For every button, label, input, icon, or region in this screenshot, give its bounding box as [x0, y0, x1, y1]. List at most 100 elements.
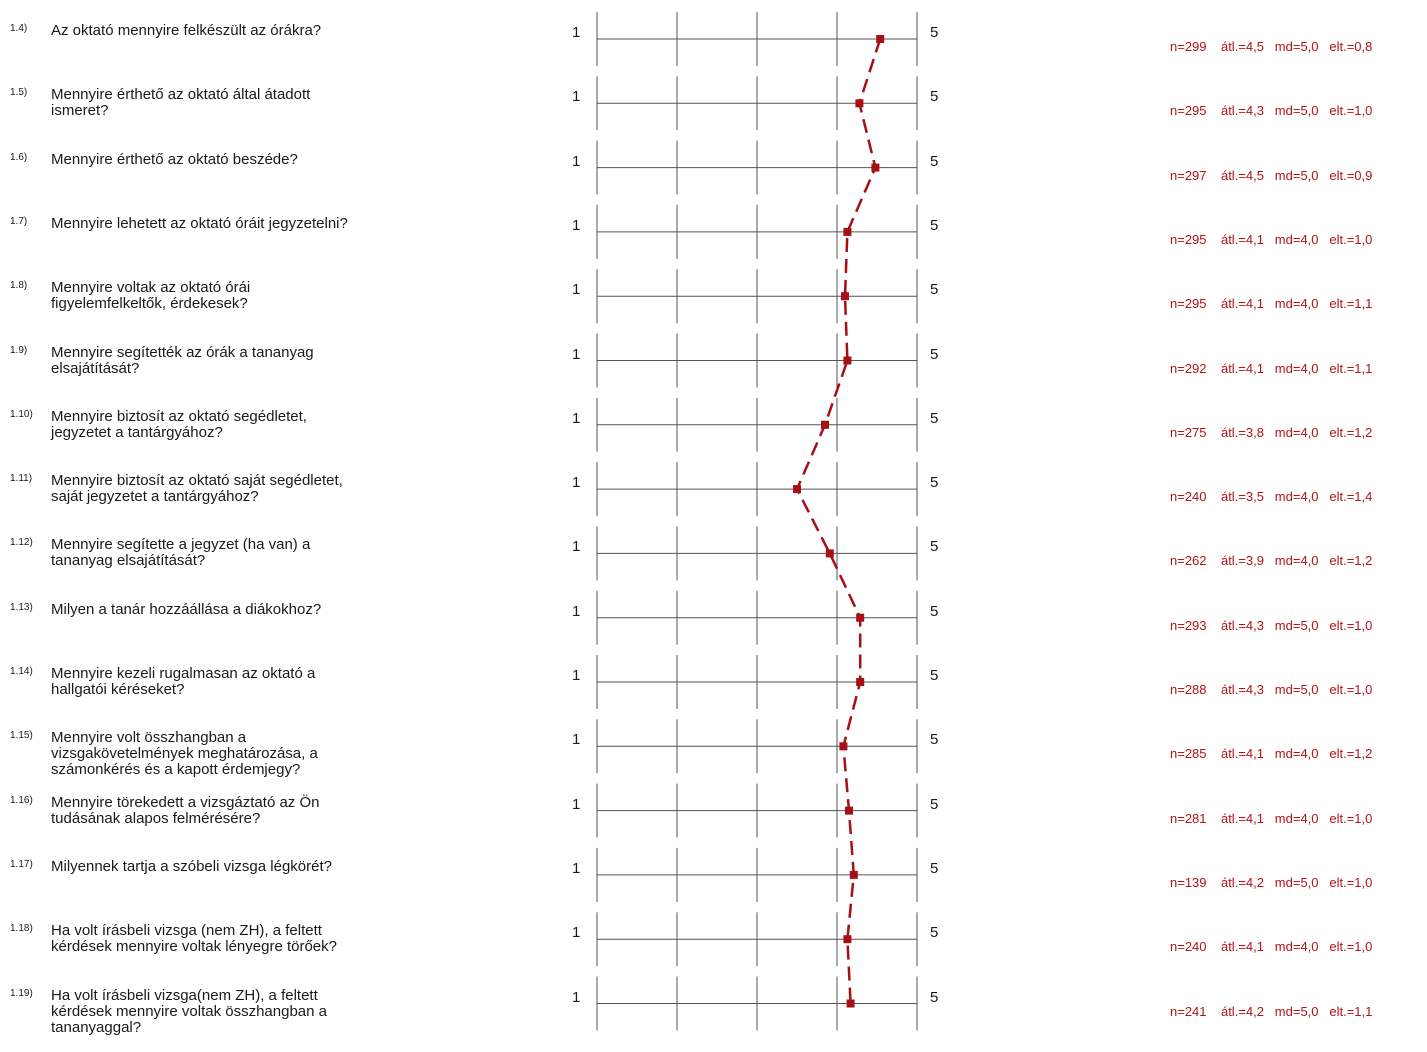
question-row: 1.16) Mennyire törekedett a vizsgáztató a… [0, 793, 560, 859]
question-text-line: tudásának alapos felmérésére? [51, 809, 261, 827]
question-text-line: Mennyire volt összhangban a [51, 729, 247, 747]
question-stats: n=288 átl.=4,3 md=5,0 elt.=1,0 [1170, 682, 1373, 697]
scale-max-label: 5 [930, 24, 939, 41]
scale-max-label: 5 [930, 409, 939, 427]
data-point [841, 292, 849, 301]
question-number: 1.17) [10, 858, 33, 870]
scale-max-label: 5 [930, 988, 939, 1006]
question-text: Mennyire érthető az oktató által átadott… [51, 87, 451, 119]
data-point [843, 356, 852, 365]
scale-max-label: 5 [930, 731, 939, 749]
question-text-line: hallgatói kéréseket? [51, 681, 185, 698]
data-point [856, 613, 865, 622]
question-number: 1.13) [10, 601, 33, 613]
question-text-line: tananyag elsajátítását? [51, 552, 206, 570]
scale-min-label: 1 [572, 602, 581, 620]
scale-min-label: 1 [572, 795, 581, 813]
question-stats: n=299 átl.=4,5 md=5,0 elt.=0,8 [1170, 39, 1373, 54]
data-point [843, 227, 852, 236]
data-point [871, 163, 880, 172]
scale-max-label: 5 [930, 602, 939, 620]
question-text-line: Milyen a tanár hozzáállása a diákokhoz? [51, 600, 322, 618]
question-row: 1.17) Milyennek tartja a szóbeli vizsga l… [0, 858, 560, 923]
question-row: 1.5) Mennyire érthető az oktató által áta… [0, 87, 560, 151]
scale-max-label: 5 [930, 152, 939, 170]
scale-max-label: 5 [930, 795, 939, 813]
question-text-line: Mennyire segítették az órák a tananyag [51, 343, 314, 361]
scale-min-label: 1 [572, 88, 581, 106]
question-text-line: saját jegyzetet a tantárgyához? [51, 488, 259, 506]
scale-max-label: 5 [930, 345, 939, 363]
data-point [855, 99, 864, 108]
question-text-line: Mennyire voltak az oktató órái [51, 279, 251, 297]
data-point [856, 678, 865, 686]
question-text-line: kérdések mennyire voltak összhangban a [51, 1002, 327, 1020]
scale-min-label: 1 [572, 731, 581, 749]
question-text-line: jegyzetet a tantárgyához? [51, 423, 223, 441]
question-text: Ha volt írásbeli vizsga (nem ZH), a felt… [51, 923, 451, 955]
question-number: 1.16) [10, 794, 33, 806]
question-number: 1.15) [10, 730, 33, 742]
question-text-line: figyelemfelkeltők, érdekesek? [51, 295, 248, 313]
question-number: 1.18) [10, 923, 33, 935]
scale-max-label: 5 [930, 281, 939, 299]
series-line [795, 38, 882, 1004]
question-row: 1.14) Mennyire kezeli rugalmasan az oktat… [0, 666, 560, 730]
question-row: 1.9) Mennyire segítették az órák a tanany… [0, 343, 560, 409]
question-number: 1.8) [10, 280, 28, 292]
data-point [821, 420, 829, 429]
question-number: 1.5) [10, 87, 28, 99]
scale-min-label: 1 [572, 345, 581, 363]
question-text-line: Mennyire kezeli rugalmasan az oktató a [51, 665, 316, 682]
scale-min-label: 1 [572, 409, 581, 427]
scale-max-label: 5 [930, 667, 939, 684]
question-text-line: Ha volt írásbeli vizsga (nem ZH), a felt… [51, 922, 322, 940]
question-text-line: Mennyire érthető az oktató által átadott [51, 86, 311, 104]
question-stats: n=240 átl.=3,5 md=4,0 elt.=1,4 [1170, 489, 1373, 505]
data-point [793, 485, 801, 494]
question-text-line: Mennyire biztosít az oktató segédletet, [51, 407, 307, 425]
question-text: Mennyire voltak az oktató órái figyelemfe… [51, 280, 451, 312]
question-text-line: Ha volt írásbeli vizsga(nem ZH), a felte… [51, 986, 318, 1004]
data-point [839, 742, 848, 751]
data-point [876, 35, 885, 43]
scale-min-label: 1 [572, 24, 581, 41]
question-text-line: vizsgakövetelmények meghatározása, a [51, 745, 318, 763]
question-text: Ha volt írásbeli vizsga(nem ZH), a felte… [51, 986, 451, 1036]
data-point [846, 999, 855, 1008]
scale-min-label: 1 [572, 152, 581, 170]
question-row: 1.6) Mennyire érthető az oktató beszéde? [0, 151, 560, 216]
question-stats: n=292 átl.=4,1 md=4,0 elt.=1,1 [1170, 360, 1373, 376]
question-text: Mennyire segítették az órák a tananyag el… [51, 343, 451, 377]
question-row: 1.4) Az oktató mennyire felkészült az órá… [0, 23, 560, 87]
question-number: 1.7) [10, 215, 28, 227]
question-text: Milyen a tanár hozzáállása a diákokhoz? [51, 600, 451, 618]
question-stats: n=285 átl.=4,1 md=4,0 elt.=1,2 [1170, 746, 1373, 762]
question-text-line: kérdések mennyire voltak lényegre törőek… [51, 938, 337, 956]
question-number: 1.10) [10, 408, 33, 420]
scale-max-label: 5 [930, 924, 939, 942]
question-row: 1.19) Ha volt írásbeli vizsga(nem ZH), a … [0, 986, 560, 1052]
question-text-line: tananyaggal? [51, 1018, 142, 1036]
question-text-line: Mennyire lehetett az oktató óráit jegyze… [51, 214, 348, 232]
question-text: Mennyire kezeli rugalmasan az oktató a ha… [51, 666, 451, 698]
scale-min-label: 1 [572, 667, 581, 684]
question-stats: n=295 átl.=4,1 md=4,0 elt.=1,1 [1170, 296, 1373, 312]
question-stats: n=139 átl.=4,2 md=5,0 elt.=1,0 [1170, 874, 1373, 890]
question-stats: n=297 átl.=4,5 md=5,0 elt.=0,9 [1170, 167, 1373, 183]
question-number: 1.9) [10, 344, 28, 356]
question-row: 1.10) Mennyire biztosít az oktató segédle… [0, 407, 560, 473]
data-point [845, 806, 853, 815]
question-row: 1.12) Mennyire segítette a jegyzet (ha va… [0, 537, 560, 601]
question-text: Mennyire biztosít az oktató segédletet, j… [51, 407, 451, 441]
question-number: 1.12) [10, 537, 33, 549]
question-number: 1.6) [10, 151, 28, 163]
question-number: 1.19) [10, 987, 33, 999]
question-number: 1.4) [10, 23, 28, 34]
question-row: 1.18) Ha volt írásbeli vizsga (nem ZH), a… [0, 923, 560, 987]
question-text-line: Mennyire törekedett a vizsgáztató az Ön [51, 793, 320, 811]
question-text-line: Mennyire biztosít az oktató saját segédl… [51, 472, 343, 490]
question-text: Mennyire törekedett a vizsgáztató az Ön t… [51, 793, 451, 827]
